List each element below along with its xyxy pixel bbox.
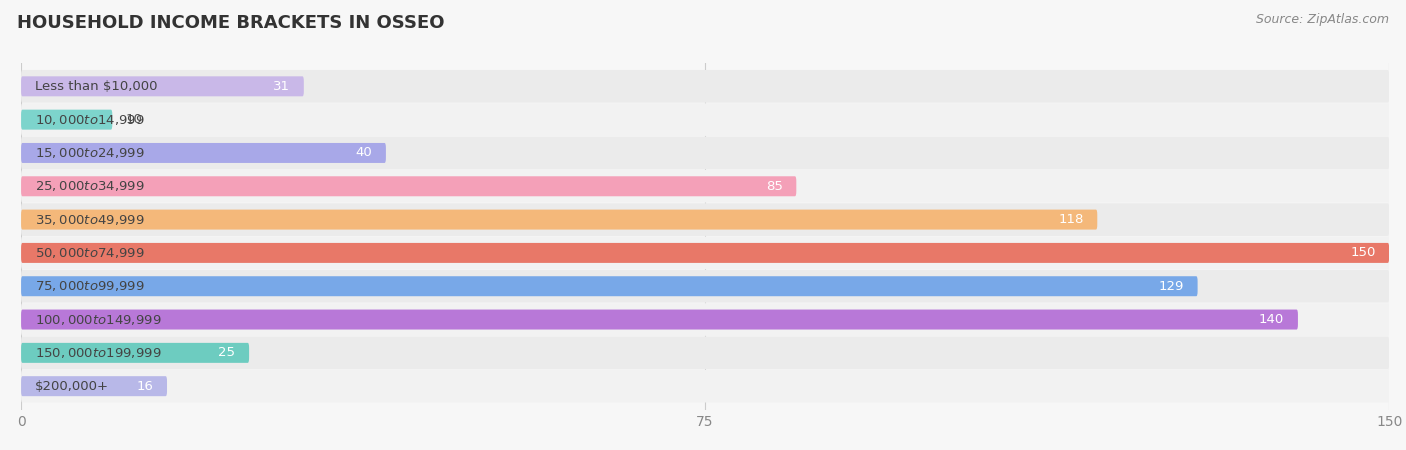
FancyBboxPatch shape [21, 137, 1389, 169]
FancyBboxPatch shape [21, 370, 1389, 402]
FancyBboxPatch shape [21, 343, 249, 363]
FancyBboxPatch shape [21, 237, 1389, 269]
FancyBboxPatch shape [21, 110, 112, 130]
FancyBboxPatch shape [21, 143, 385, 163]
FancyBboxPatch shape [21, 270, 1389, 302]
FancyBboxPatch shape [21, 203, 1389, 236]
Text: 140: 140 [1258, 313, 1284, 326]
FancyBboxPatch shape [21, 276, 1198, 296]
FancyBboxPatch shape [21, 70, 1389, 103]
FancyBboxPatch shape [21, 376, 167, 396]
Text: HOUSEHOLD INCOME BRACKETS IN OSSEO: HOUSEHOLD INCOME BRACKETS IN OSSEO [17, 14, 444, 32]
Text: $100,000 to $149,999: $100,000 to $149,999 [35, 313, 162, 327]
FancyBboxPatch shape [21, 310, 1298, 329]
Text: 31: 31 [273, 80, 290, 93]
Text: $150,000 to $199,999: $150,000 to $199,999 [35, 346, 162, 360]
Text: 85: 85 [766, 180, 783, 193]
Text: $35,000 to $49,999: $35,000 to $49,999 [35, 212, 145, 227]
FancyBboxPatch shape [21, 176, 796, 196]
FancyBboxPatch shape [21, 170, 1389, 202]
FancyBboxPatch shape [21, 243, 1389, 263]
Text: $15,000 to $24,999: $15,000 to $24,999 [35, 146, 145, 160]
Text: 118: 118 [1059, 213, 1084, 226]
Text: 129: 129 [1159, 280, 1184, 293]
Text: 150: 150 [1350, 247, 1375, 259]
Text: $10,000 to $14,999: $10,000 to $14,999 [35, 112, 145, 126]
FancyBboxPatch shape [21, 76, 304, 96]
Text: Less than $10,000: Less than $10,000 [35, 80, 157, 93]
FancyBboxPatch shape [21, 303, 1389, 336]
Text: $25,000 to $34,999: $25,000 to $34,999 [35, 179, 145, 193]
Text: 25: 25 [218, 346, 235, 360]
FancyBboxPatch shape [21, 337, 1389, 369]
FancyBboxPatch shape [21, 104, 1389, 136]
Text: 10: 10 [127, 113, 143, 126]
Text: $200,000+: $200,000+ [35, 380, 108, 393]
Text: $50,000 to $74,999: $50,000 to $74,999 [35, 246, 145, 260]
FancyBboxPatch shape [21, 210, 1097, 230]
Text: Source: ZipAtlas.com: Source: ZipAtlas.com [1256, 14, 1389, 27]
Text: $75,000 to $99,999: $75,000 to $99,999 [35, 279, 145, 293]
Text: 40: 40 [356, 146, 373, 159]
Text: 16: 16 [136, 380, 153, 393]
